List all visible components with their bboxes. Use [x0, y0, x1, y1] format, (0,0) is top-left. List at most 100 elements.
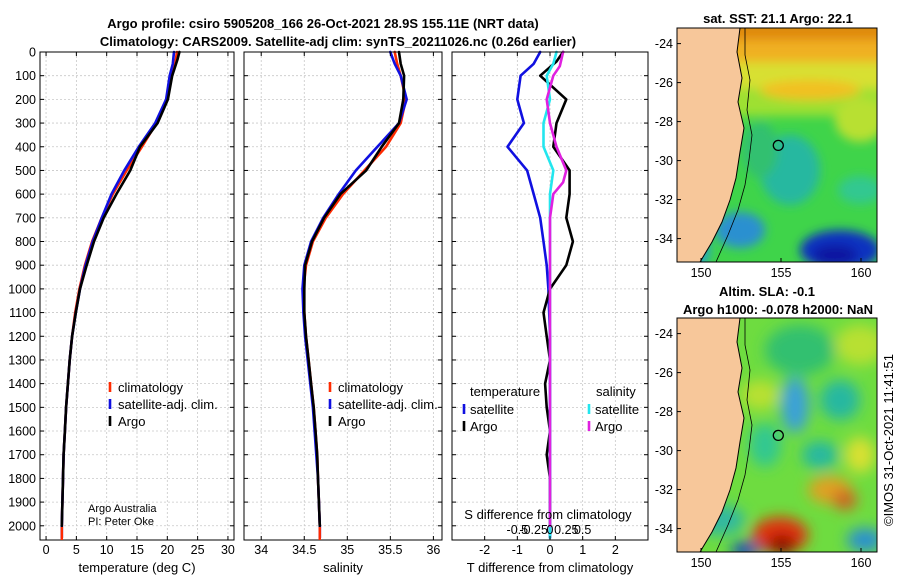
- map-x-tick-label: 150: [691, 266, 712, 280]
- legend-label: Argo: [118, 414, 145, 429]
- sla-map-frame: [676, 317, 878, 553]
- plot-frame: [243, 51, 443, 541]
- x-axis-label: temperature (deg C): [78, 560, 195, 575]
- y-tick-label: 300: [15, 117, 36, 131]
- legend-title-salinity: salinity: [596, 384, 636, 399]
- x-tick-label: -1: [512, 543, 523, 557]
- secondary-x-tick-label: -0.5: [507, 523, 529, 537]
- y-tick-label: 400: [15, 140, 36, 154]
- x-tick-label: 0: [547, 543, 554, 557]
- credit-org: Argo Australia: [88, 503, 157, 515]
- series-line: [545, 50, 568, 528]
- legend-label: Argo: [470, 419, 497, 434]
- y-tick-label: 1400: [8, 377, 36, 391]
- credit-pi: PI: Peter Oke: [88, 516, 154, 528]
- series-line: [303, 50, 406, 528]
- legend-label: satellite-adj. clim.: [338, 397, 438, 412]
- legend-label: climatology: [118, 380, 184, 395]
- y-tick-label: 500: [15, 164, 36, 178]
- map-y-tick-label: -30: [655, 444, 673, 458]
- secondary-x-tick-label: 0: [547, 523, 554, 537]
- map-y-tick-label: -24: [655, 327, 673, 341]
- map-x-tick-label: 155: [771, 266, 792, 280]
- y-tick-label: 1900: [8, 496, 36, 510]
- secondary-x-tick-label: 0.5: [574, 523, 591, 537]
- sst-map-frame: [676, 27, 878, 263]
- temperature-panel: 0100200300400500600700800900100011001200…: [8, 46, 235, 576]
- figure-title-line1: Argo profile: csiro 5905208_166 26-Oct-2…: [107, 16, 538, 31]
- y-tick-label: 1000: [8, 282, 36, 296]
- x-tick-label: 34: [254, 543, 268, 557]
- map-y-tick-label: -32: [655, 193, 673, 207]
- map-y-tick-label: -34: [655, 232, 673, 246]
- sla-map-title: Altim. SLA: -0.1: [719, 284, 815, 299]
- x-tick-label: 20: [160, 543, 174, 557]
- x-axis-label: T difference from climatology: [467, 560, 634, 575]
- y-tick-label: 1600: [8, 425, 36, 439]
- x-tick-label: -2: [479, 543, 490, 557]
- map-y-tick-label: -28: [655, 405, 673, 419]
- secondary-x-axis-label: S difference from climatology: [464, 507, 632, 522]
- x-tick-label: 30: [221, 543, 235, 557]
- y-tick-label: 600: [15, 188, 36, 202]
- x-tick-label: 10: [100, 543, 114, 557]
- sst-isobath: [715, 28, 753, 262]
- x-tick-label: 35: [340, 543, 354, 557]
- y-tick-label: 800: [15, 235, 36, 249]
- legend-label: Argo: [595, 419, 622, 434]
- sst-coastline: [699, 28, 745, 262]
- difference-panel: -2 -1 0 1 2 T difference from climatology temp…: [451, 50, 649, 575]
- imos-stamp: ©IMOS 31-Oct-2021 11:41:51: [881, 354, 896, 526]
- y-tick-label: 900: [15, 259, 36, 273]
- sla-isobath: [715, 318, 753, 552]
- legend-label: climatology: [338, 380, 404, 395]
- legend-title-temperature: temperature: [470, 384, 540, 399]
- legend-label: satellite: [595, 402, 639, 417]
- x-tick-label: 35.5: [378, 543, 402, 557]
- legend-label: satellite: [470, 402, 514, 417]
- y-tick-label: 1300: [8, 353, 36, 367]
- legend-label: Argo: [338, 414, 365, 429]
- map-y-tick-label: -30: [655, 154, 673, 168]
- y-tick-label: 700: [15, 211, 36, 225]
- map-y-tick-label: -24: [655, 37, 673, 51]
- x-tick-label: 25: [191, 543, 205, 557]
- y-tick-label: 1800: [8, 472, 36, 486]
- sst-axes: -24 -26 -28 -30 -32 -34 150 155 160: [655, 37, 872, 280]
- y-tick-label: 2000: [8, 519, 36, 533]
- y-tick-label: 200: [15, 93, 36, 107]
- sla-axes: -24 -26 -28 -30 -32 -34 150 155 160: [655, 327, 872, 570]
- map-y-tick-label: -26: [655, 366, 673, 380]
- sla-land: [677, 318, 744, 552]
- sst-map: -24 -26 -28 -30 -32 -34 150 155 160: [655, 27, 878, 280]
- legend-label: satellite-adj. clim.: [118, 397, 218, 412]
- map-y-tick-label: -26: [655, 76, 673, 90]
- y-tick-label: 1500: [8, 401, 36, 415]
- series-line: [60, 50, 181, 528]
- map-x-tick-label: 160: [851, 266, 872, 280]
- sst-map-title: sat. SST: 21.1 Argo: 22.1: [703, 11, 853, 26]
- x-tick-label: 5: [73, 543, 80, 557]
- sst-land: [677, 28, 744, 262]
- y-tick-label: 100: [15, 69, 36, 83]
- y-tick-label: 1100: [9, 306, 36, 320]
- figure-title-line2: Climatology: CARS2009. Satellite-adj cli…: [100, 34, 576, 49]
- x-tick-label: 2: [612, 543, 619, 557]
- sla-map-subtitle: Argo h1000: -0.078 h2000: NaN: [683, 302, 873, 317]
- x-tick-label: 34.5: [292, 543, 316, 557]
- series-line: [538, 50, 575, 528]
- x-tick-label: 15: [130, 543, 144, 557]
- y-tick-label: 0: [29, 46, 36, 60]
- x-tick-label: 1: [579, 543, 586, 557]
- salinity-panel: 34 34.5 35 35.5 36 salinity climatology satelli…: [243, 50, 443, 575]
- secondary-x-tick-label: -0.25: [519, 523, 548, 537]
- sla-map: -24 -26 -28 -30 -32 -34 150 155 160: [655, 317, 878, 570]
- map-y-tick-label: -32: [655, 483, 673, 497]
- map-x-tick-label: 160: [851, 556, 872, 570]
- x-tick-label: 0: [43, 543, 50, 557]
- y-tick-label: 1700: [8, 448, 36, 462]
- secondary-x-tick-label: 0.25: [554, 523, 578, 537]
- map-y-tick-label: -34: [655, 522, 673, 536]
- y-tick-label: 1200: [8, 330, 36, 344]
